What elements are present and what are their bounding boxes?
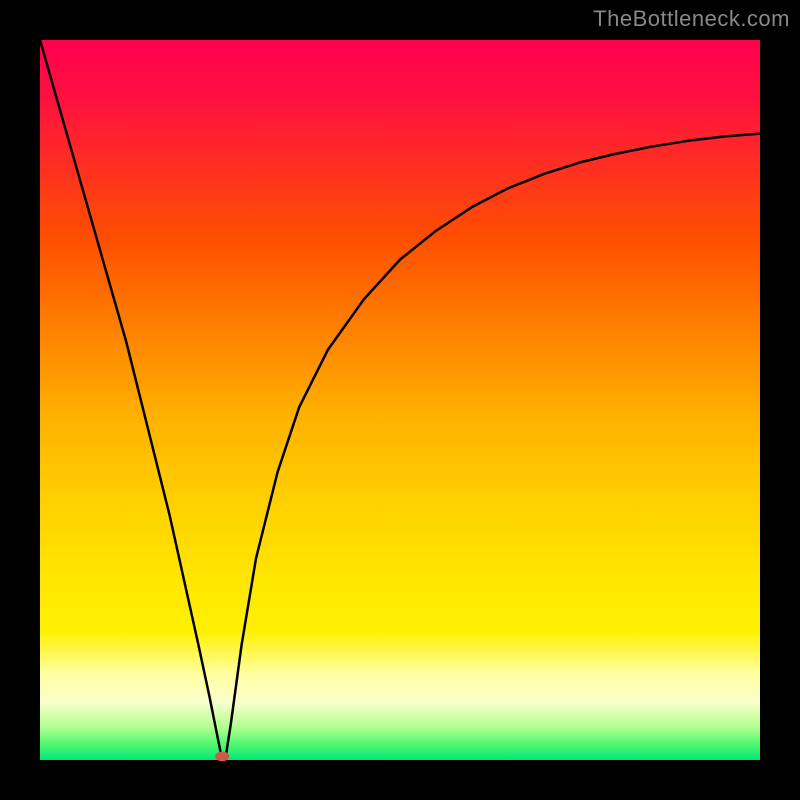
watermark-text: TheBottleneck.com <box>593 6 790 32</box>
plot-svg <box>0 0 800 800</box>
minimum-marker <box>215 751 229 761</box>
plot-background-gradient <box>40 40 760 760</box>
chart-container: TheBottleneck.com <box>0 0 800 800</box>
